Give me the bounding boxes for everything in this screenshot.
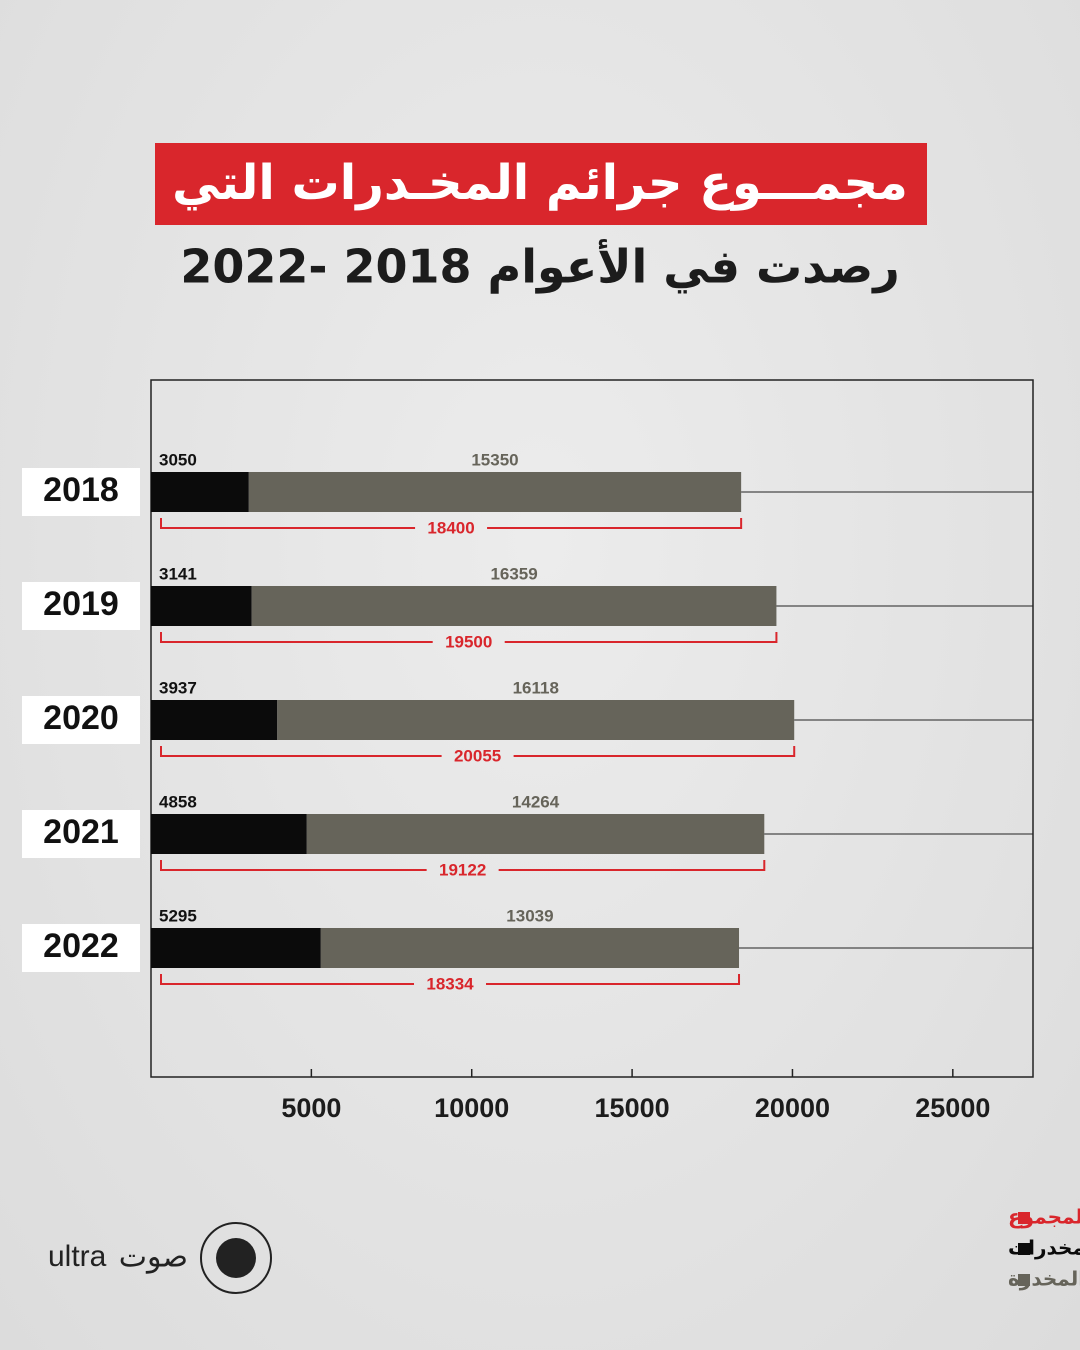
total-bracket [160,746,796,757]
legend-swatch [1018,1243,1030,1255]
bar-segment [306,814,765,854]
y-tick-label: 2020 [43,699,119,737]
value-label: 3141 [159,564,197,583]
legend-swatch [1018,1274,1030,1286]
x-tick-label: 5000 [281,1093,341,1123]
y-tick-label: 2019 [43,585,119,623]
year-box [22,582,140,630]
legend-label: حيازة وتعاطي المواد المخدرة [1008,1267,1080,1292]
x-tick-label: 10000 [434,1093,509,1123]
bar-segment [248,472,742,512]
x-tick-label: 20000 [755,1093,830,1123]
y-tick-label: 2021 [43,813,119,851]
x-tick-label: 15000 [595,1093,670,1123]
total-label: 19500 [445,632,492,651]
value-label: 16118 [513,678,559,697]
logo-dot [216,1238,256,1278]
total-label: 18334 [426,974,474,993]
y-tick-label: 2018 [43,471,119,509]
y-tick-label: 2022 [43,927,119,965]
legend-label: الاتجار بالمخدرات [1008,1236,1080,1260]
year-box [22,810,140,858]
bar-segment [277,700,795,740]
value-label: 16359 [490,564,537,583]
x-tick-label: 25000 [915,1093,990,1123]
year-box [22,468,140,516]
bar-segment [320,928,740,968]
value-label: 14264 [512,792,560,811]
bar-segment [151,472,249,512]
bar-segment [151,700,278,740]
total-bracket [160,974,741,985]
logo-circle [200,1222,272,1294]
chart-title: مجمـــوع جرائم المخـدرات التي [172,155,908,211]
year-box [22,924,140,972]
value-label: 15350 [471,450,518,469]
brand-latin: ultra [48,1240,107,1273]
chart-subtitle: رصدت في الأعوام 2018 -2022 [180,239,899,294]
bar-segment [251,586,777,626]
total-label: 20055 [454,746,501,765]
bar-segment [151,814,307,854]
bar-segment [151,586,252,626]
total-label: 18400 [427,518,474,537]
title-box [155,143,927,225]
value-label: 3937 [159,678,197,697]
total-label: 19122 [439,860,486,879]
value-label: 5295 [159,906,197,925]
legend-label: المجموع [1008,1205,1080,1229]
total-bracket [160,518,743,529]
legend-swatch [1018,1212,1030,1224]
value-label: 13039 [506,906,553,925]
total-bracket [160,860,766,871]
value-label: 4858 [159,792,197,811]
bar-segment [151,928,321,968]
brand-arabic: صوت [119,1240,188,1275]
value-label: 3050 [159,450,197,469]
total-bracket [160,632,778,643]
year-box [22,696,140,744]
